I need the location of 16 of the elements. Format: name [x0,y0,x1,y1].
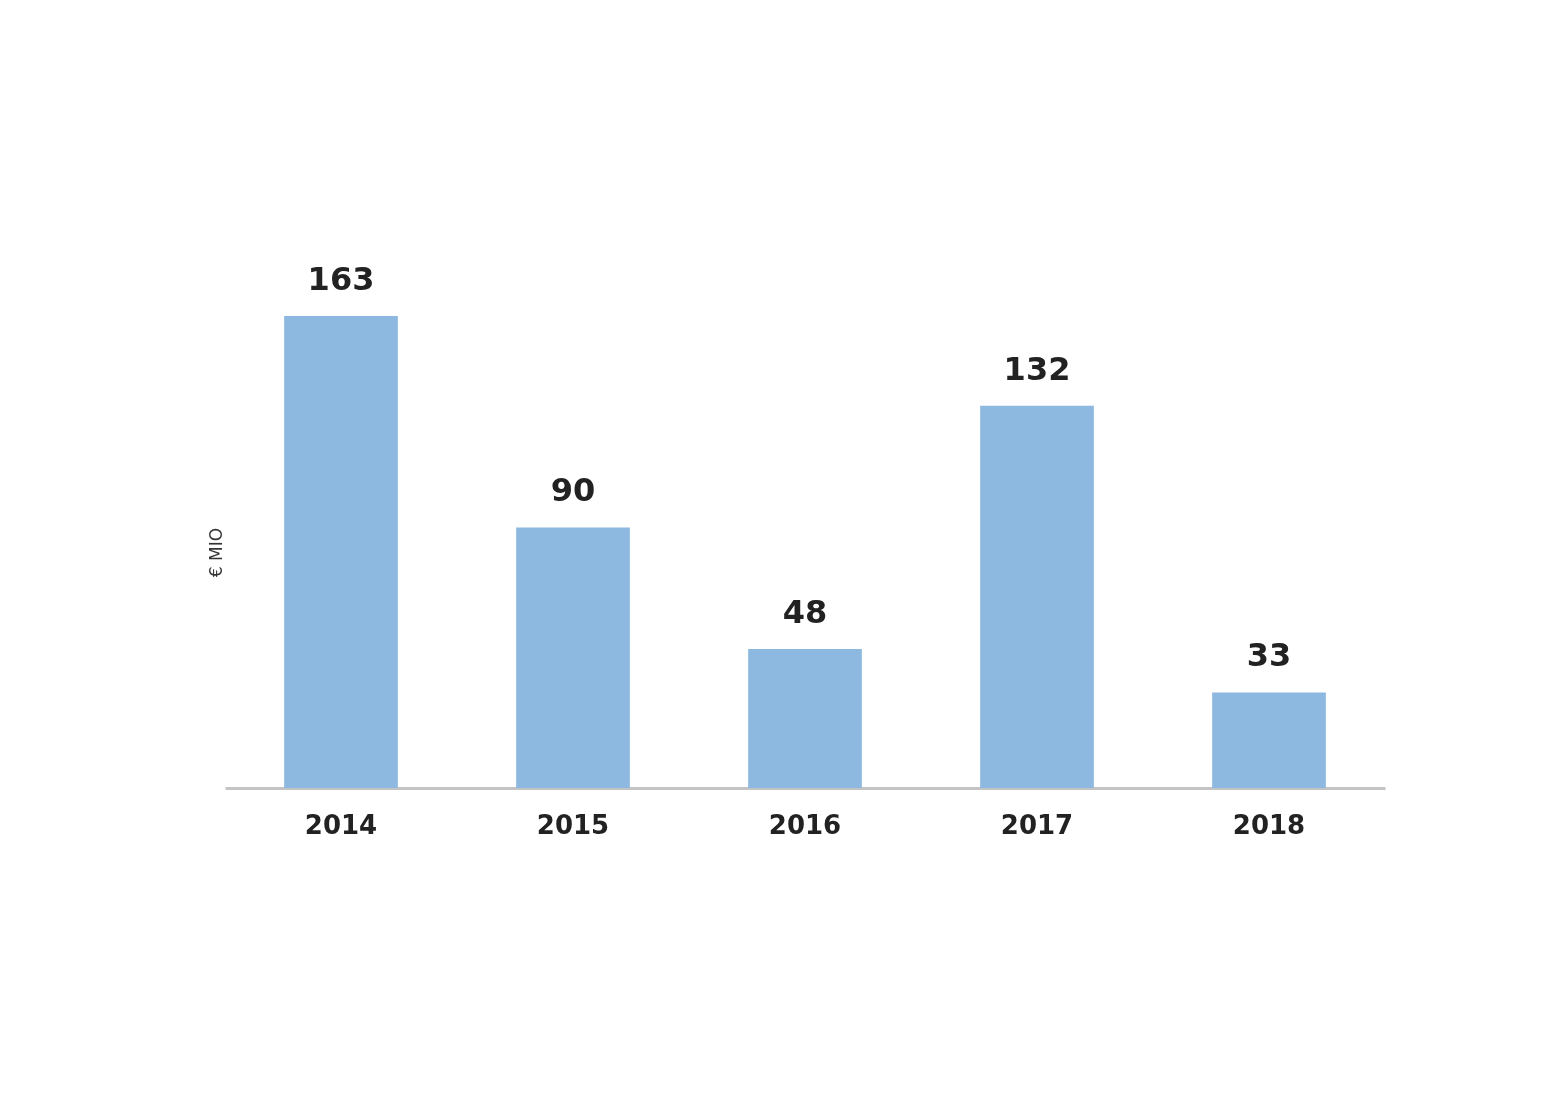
bar [1212,692,1326,788]
bar [748,649,862,788]
data-label: 48 [782,593,828,632]
bar [980,405,1094,788]
bar [284,316,398,788]
data-label: 132 [1003,349,1071,388]
x-tick-label: 2015 [536,809,610,840]
bar [516,527,630,788]
x-tick-label: 2018 [1232,809,1306,840]
x-tick-label: 2014 [304,809,378,840]
x-tick-label: 2016 [768,809,842,840]
y-axis-title: € MIO [205,527,226,578]
data-label: 163 [307,260,375,298]
data-label: 90 [550,471,596,510]
data-label: 33 [1246,636,1292,675]
x-tick-label: 2017 [1000,809,1074,840]
